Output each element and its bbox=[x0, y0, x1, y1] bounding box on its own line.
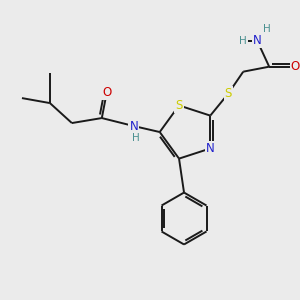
Text: N: N bbox=[129, 119, 138, 133]
Text: H: H bbox=[263, 24, 271, 34]
Text: N: N bbox=[253, 34, 262, 47]
Text: O: O bbox=[290, 60, 300, 73]
Text: N: N bbox=[206, 142, 215, 155]
Text: H: H bbox=[239, 36, 247, 46]
Text: H: H bbox=[132, 133, 140, 143]
Text: S: S bbox=[225, 87, 232, 100]
Text: S: S bbox=[175, 99, 183, 112]
Text: O: O bbox=[102, 85, 111, 99]
